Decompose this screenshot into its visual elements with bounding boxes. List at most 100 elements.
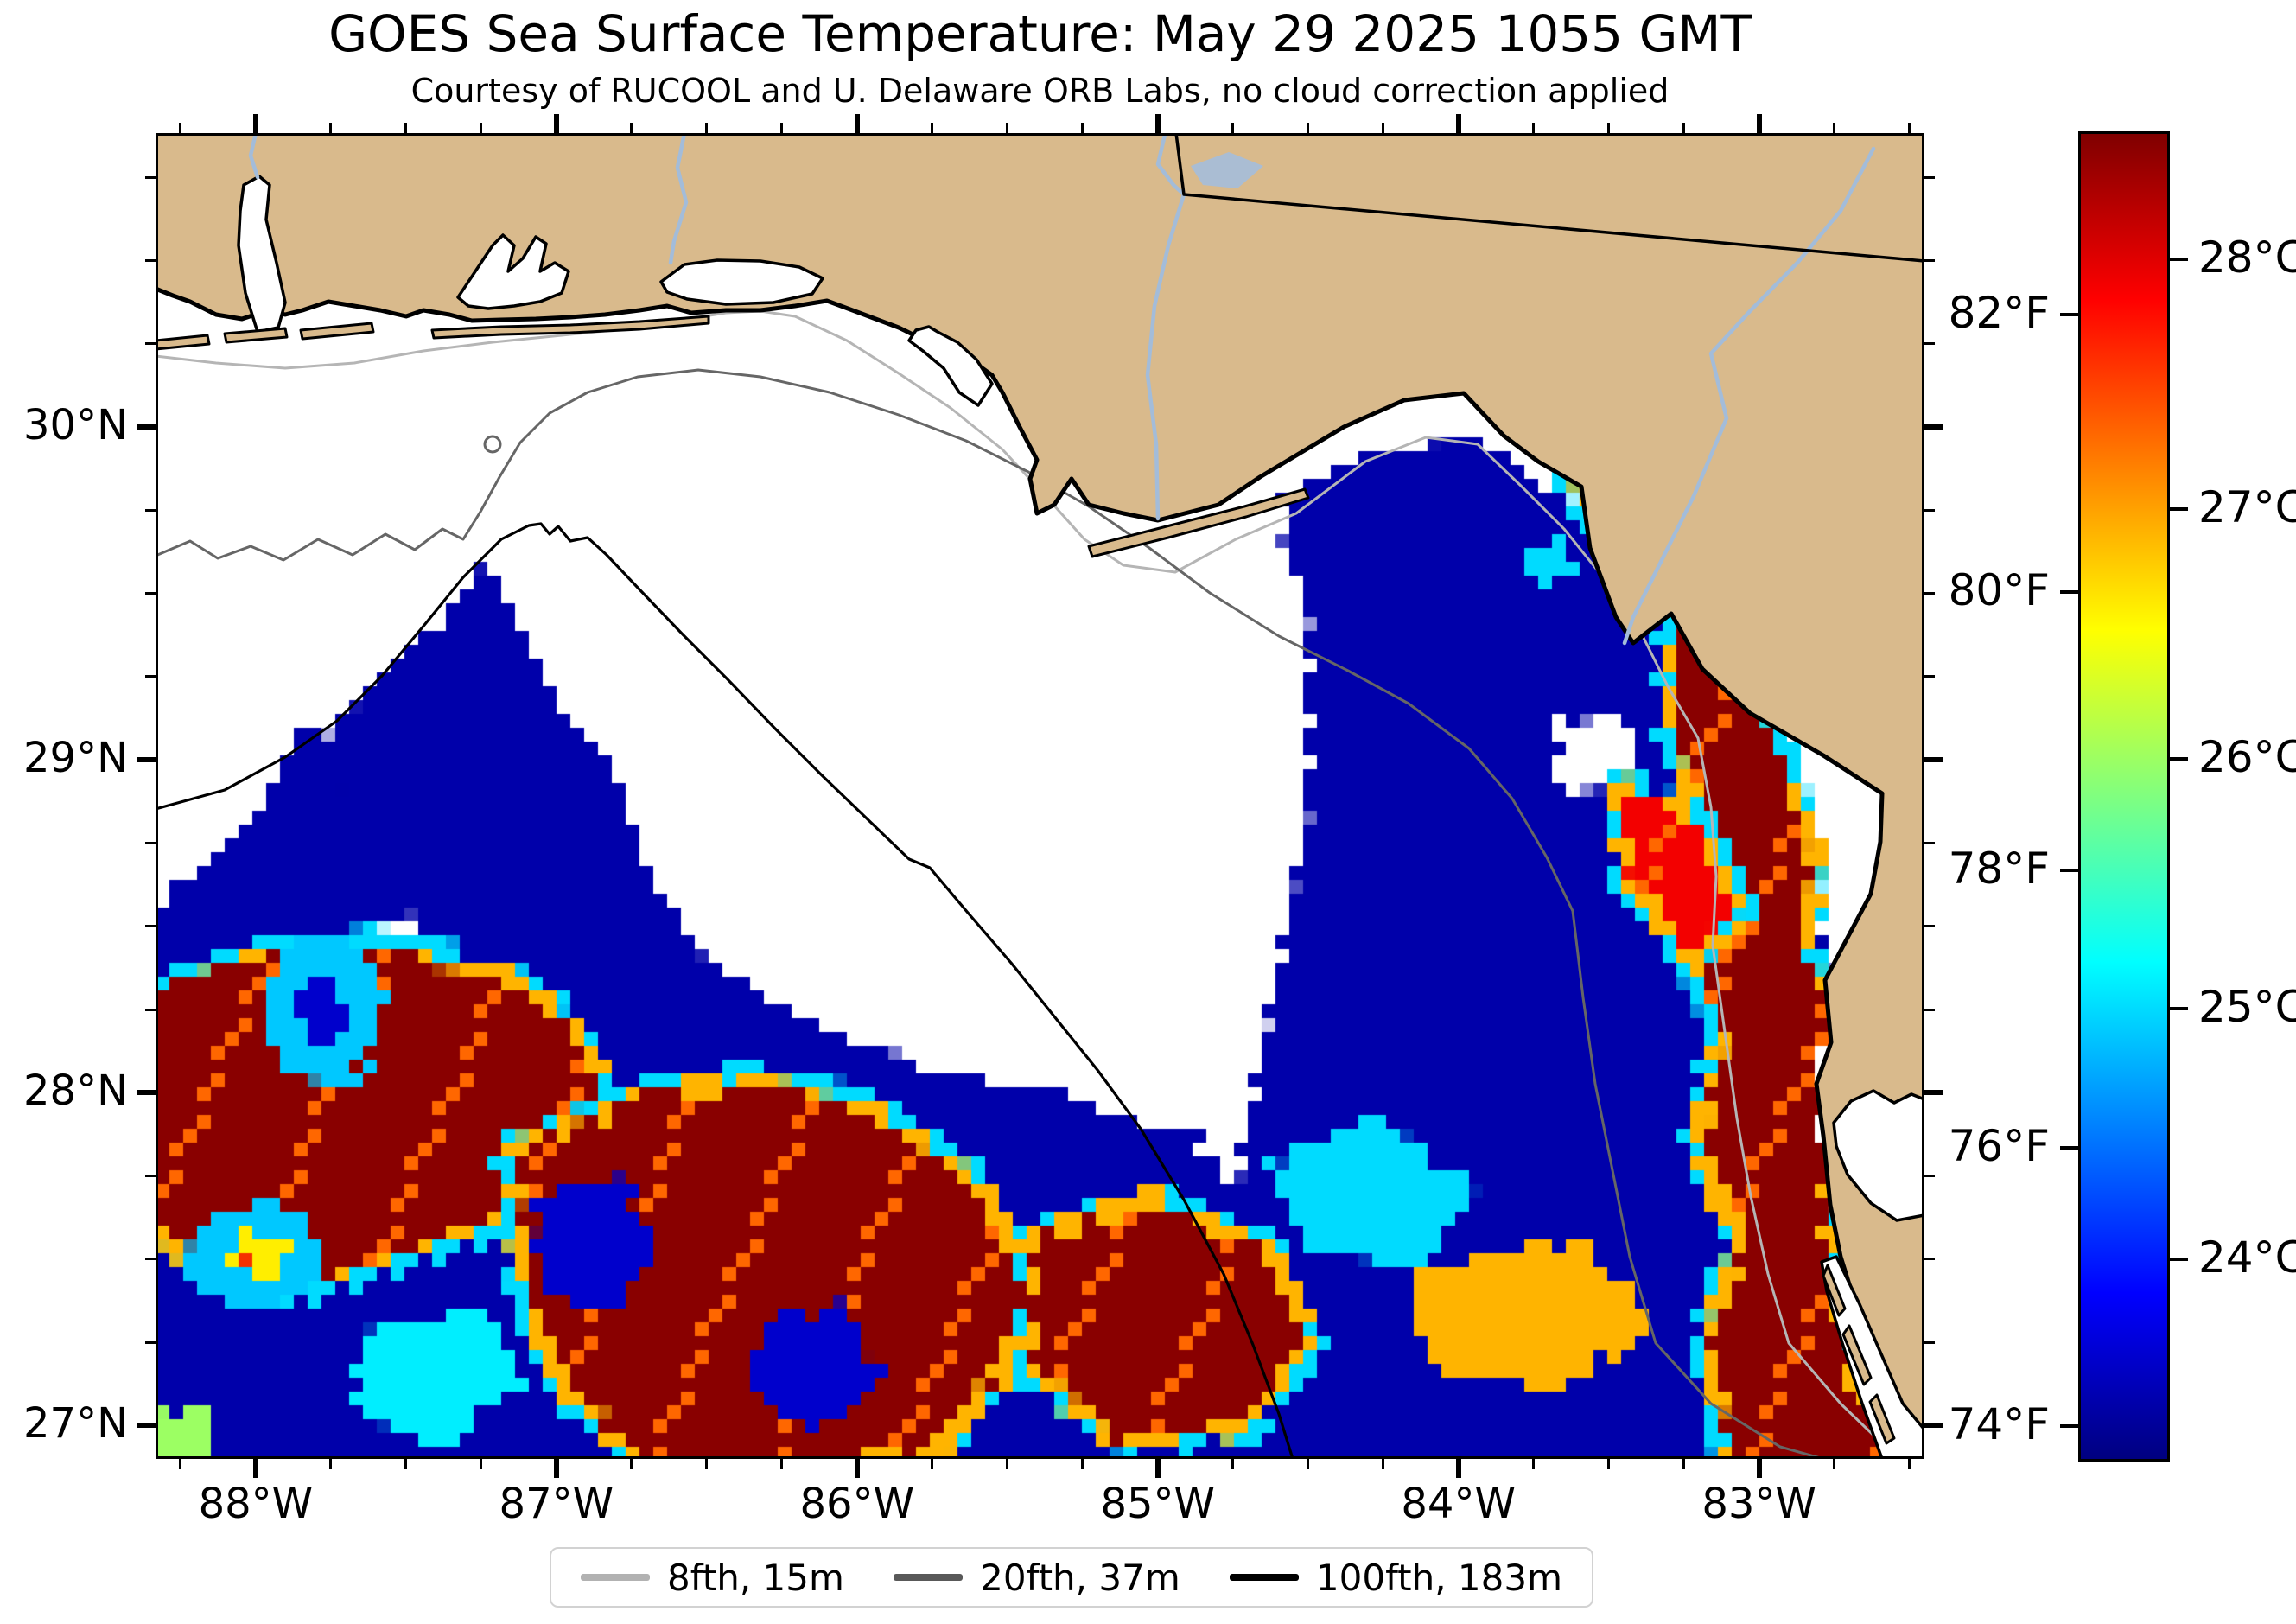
y-minor-tick-right [1924,1341,1935,1344]
x-tick-label: 87°W [499,1480,614,1528]
x-minor-tick-bottom [1682,1459,1686,1469]
y-major-tick-right [1924,757,1943,763]
y-minor-tick-left [145,925,156,928]
x-minor-tick-bottom [1908,1459,1911,1469]
x-minor-tick-top [705,123,709,133]
x-minor-tick-bottom [1307,1459,1310,1469]
y-tick-label: 30°N [23,401,128,450]
y-major-tick-left [137,1090,156,1096]
y-major-tick-right [1924,1423,1943,1429]
colorbar-label-celsius: 26°C [2198,732,2296,783]
island-longboat-sliver [1841,1324,1873,1386]
x-minor-tick-top [480,123,483,133]
y-minor-tick-left [145,342,156,346]
bathymetry-contour-100fth-183m [156,522,1294,1459]
x-minor-tick-bottom [705,1459,709,1469]
colorbar-label-fahrenheit: 74°F [1948,1398,2050,1449]
x-minor-tick-top [1532,123,1536,133]
colorbar-label-celsius: 25°C [2198,982,2296,1033]
y-minor-tick-left [145,675,156,678]
y-minor-tick-left [145,1008,156,1011]
state-border-line [1174,133,1924,263]
land-mainland [156,133,1924,1459]
colorbar-label-fahrenheit: 78°F [1948,843,2050,894]
y-tick-label: 28°N [23,1067,128,1116]
legend-label: 100fth, 183m [1315,1556,1562,1599]
colorbar-label-celsius: 28°C [2198,232,2296,283]
x-minor-tick-bottom [1006,1459,1009,1469]
x-minor-tick-top [630,123,633,133]
y-minor-tick-right [1924,592,1935,595]
x-minor-tick-top [1081,123,1084,133]
colorbar-tick-celsius [2170,506,2188,511]
colorbar-label-fahrenheit: 80°F [1948,565,2050,616]
y-minor-tick-left [145,1175,156,1178]
legend-line-swatch [894,1574,964,1581]
plot-title: GOES Sea Surface Temperature: May 29 202… [328,4,1752,63]
colorbar-tick-fahrenheit [2060,590,2078,595]
island-st-george-island [1087,487,1310,558]
island-siesta-sliver [1868,1393,1896,1445]
y-minor-tick-right [1924,175,1935,179]
y-minor-tick-right [1924,1008,1935,1011]
x-major-tick-top [553,114,559,133]
river-suwannee-river [1622,146,1876,646]
y-major-tick-right [1924,1090,1943,1096]
x-tick-label: 85°W [1100,1480,1215,1528]
y-tick-label: 29°N [23,734,128,783]
colorbar-label-fahrenheit: 82°F [1948,287,2050,338]
bay-mobile-bay [237,175,287,334]
x-tick-label: 83°W [1701,1480,1816,1528]
river-apalachicola-river [1145,192,1186,521]
colorbar [2078,131,2170,1462]
y-minor-tick-left [145,1341,156,1344]
x-minor-tick-top [404,123,408,133]
colorbar-tick-celsius [2170,1007,2188,1011]
x-major-tick-top [1455,114,1461,133]
legend-line-swatch [1229,1574,1299,1581]
y-minor-tick-right [1924,342,1935,346]
colorbar-tick-fahrenheit [2060,868,2078,872]
x-major-tick-bottom [1756,1459,1762,1478]
y-minor-tick-right [1924,675,1935,678]
x-minor-tick-top [1006,123,1009,133]
river-chattahoochee-river [1155,133,1186,197]
x-minor-tick-top [1908,123,1911,133]
x-minor-tick-top [329,123,333,133]
y-minor-tick-left [145,508,156,512]
colorbar-tick-celsius [2170,257,2188,261]
colorbar-label-celsius: 24°C [2198,1232,2296,1283]
bay-st-andrew-bay [907,325,994,407]
x-minor-tick-bottom [1081,1459,1084,1469]
island-ship-island [156,334,211,351]
river-choctawhatchee-river [668,133,689,265]
y-minor-tick-right [1924,508,1935,512]
x-minor-tick-top [1382,123,1385,133]
x-minor-tick-bottom [1833,1459,1836,1469]
x-major-tick-top [1154,114,1161,133]
x-minor-tick-top [1833,123,1836,133]
x-minor-tick-bottom [931,1459,934,1469]
x-minor-tick-bottom [1607,1459,1611,1469]
y-minor-tick-left [145,259,156,262]
colorbar-tick-fahrenheit [2060,1423,2078,1428]
island-horn-island [223,327,289,344]
y-minor-tick-left [145,1258,156,1261]
colorbar-label-celsius: 27°C [2198,481,2296,532]
map-overlay [156,133,1924,1459]
x-minor-tick-bottom [630,1459,633,1469]
colorbar-tick-fahrenheit [2060,312,2078,316]
colorbar-tick-celsius [2170,1257,2188,1261]
river-mobile-river [248,133,260,180]
bay-sarasota-lagoon [1820,1255,1924,1459]
x-minor-tick-bottom [1231,1459,1235,1469]
x-tick-label: 84°W [1401,1480,1516,1528]
y-major-tick-right [1924,424,1943,430]
y-minor-tick-right [1924,1175,1935,1178]
bay-pensacola-bay [456,233,570,310]
x-major-tick-bottom [1154,1459,1161,1478]
x-minor-tick-bottom [480,1459,483,1469]
x-major-tick-bottom [1455,1459,1461,1478]
island-dauphin-island [299,322,375,341]
